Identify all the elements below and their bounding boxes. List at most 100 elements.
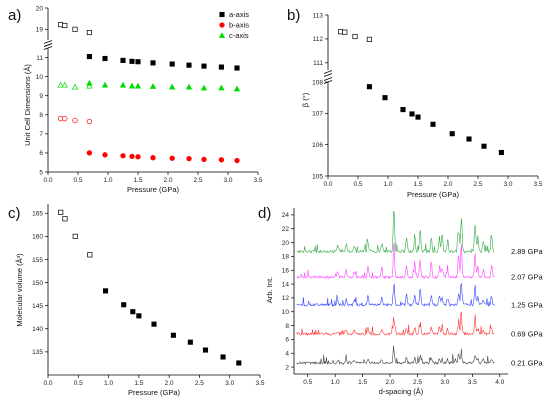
x-tick-label: 2.5 xyxy=(193,177,202,184)
data-point xyxy=(187,339,193,345)
data-point xyxy=(449,131,455,137)
y-axis-label: Molecular volume (Å³) xyxy=(15,253,24,327)
panel-label: a) xyxy=(8,7,21,24)
y-tick-label: 111 xyxy=(313,60,323,67)
x-tick-label: 2.0 xyxy=(165,380,174,387)
data-point xyxy=(128,82,136,89)
y-tick-label: 155 xyxy=(32,257,43,264)
data-point xyxy=(218,64,224,70)
y-tick-label: 18 xyxy=(282,254,290,261)
y-axis-label: Unit Cell Dimensions (Å) xyxy=(23,64,32,146)
y-tick-label: 145 xyxy=(32,303,43,310)
y-tick-label: 9 xyxy=(39,93,43,100)
data-point xyxy=(87,252,93,258)
trace-label: 2.89 GPa xyxy=(511,247,544,256)
data-point xyxy=(58,22,64,28)
legend-marker xyxy=(218,32,226,38)
y-tick-label: 14 xyxy=(282,281,290,288)
x-axis-label: Pressure (GPa) xyxy=(128,388,181,397)
data-point xyxy=(86,29,92,36)
data-point xyxy=(135,154,141,160)
x-tick-label: 3.0 xyxy=(503,181,512,188)
data-point xyxy=(101,81,109,88)
x-tick-label: 2.5 xyxy=(195,380,204,387)
x-tick-label: 1.0 xyxy=(104,380,113,387)
panel-c: c) 135 140 145 150 155 160 165 0.0 0.5 1.0 1.5 2.0 2.… xyxy=(8,204,265,397)
x-tick-label: 3.0 xyxy=(440,379,449,386)
x-tick-label: 0.0 xyxy=(43,380,52,387)
data-point xyxy=(102,55,108,62)
x-tick-label: 1.0 xyxy=(103,177,112,184)
data-point xyxy=(409,111,415,117)
data-point xyxy=(415,114,421,120)
data-point xyxy=(466,136,472,142)
pattern-trace xyxy=(296,311,495,337)
trace-label: 0.69 GPa xyxy=(511,329,544,338)
x-axis-label: d-spacing (Å) xyxy=(379,387,424,396)
y-tick-label: 113 xyxy=(313,12,324,19)
y-tick-label: 8 xyxy=(39,112,43,119)
y-tick-label: 24 xyxy=(282,212,290,219)
x-tick-label: 3.5 xyxy=(255,380,264,387)
axis-break xyxy=(43,43,53,50)
y-tick-label: 7 xyxy=(39,131,43,138)
y-tick-label: 5 xyxy=(39,169,43,176)
y-tick-label: 150 xyxy=(32,280,43,287)
panel-label: c) xyxy=(8,205,21,222)
x-tick-label: 1.0 xyxy=(331,379,340,386)
data-point xyxy=(134,82,142,89)
data-point xyxy=(170,332,176,338)
y-tick-label: 108 xyxy=(312,79,323,86)
data-point xyxy=(150,60,156,66)
series-volume xyxy=(58,209,242,366)
x-tick-label: 2.0 xyxy=(443,181,452,188)
trace-label: 1.25 GPa xyxy=(511,300,544,309)
pattern-trace xyxy=(296,242,495,280)
data-point xyxy=(400,107,406,113)
y-tick-label: 105 xyxy=(312,173,323,180)
data-point xyxy=(150,155,156,161)
series-a-axis xyxy=(58,22,240,71)
x-tick-label: 3.5 xyxy=(253,177,262,184)
data-point xyxy=(119,81,127,88)
data-point xyxy=(236,360,242,366)
data-point xyxy=(338,29,344,35)
data-point xyxy=(72,117,78,124)
y-tick-label: 165 xyxy=(32,211,43,218)
data-point xyxy=(186,62,192,68)
pattern-trace xyxy=(296,345,495,365)
data-point xyxy=(102,288,109,294)
data-point xyxy=(149,83,157,89)
data-point xyxy=(234,65,240,71)
x-tick-label: 0.5 xyxy=(73,177,82,184)
data-point xyxy=(201,156,207,163)
x-tick-label: 0.5 xyxy=(74,380,83,387)
data-point xyxy=(430,121,436,127)
data-point xyxy=(121,302,127,308)
panel-label: b) xyxy=(287,7,300,24)
data-point xyxy=(169,61,175,67)
y-tick-label: 107 xyxy=(312,111,323,118)
y-tick-label: 2 xyxy=(285,364,289,371)
data-point xyxy=(62,216,68,222)
x-tick-label: 0.5 xyxy=(353,181,362,188)
y-tick-label: 22 xyxy=(282,226,290,233)
x-tick-label: 1.5 xyxy=(413,181,422,188)
y-tick-label: 135 xyxy=(32,349,43,356)
data-point xyxy=(130,309,136,315)
data-point xyxy=(86,54,92,60)
data-point xyxy=(200,84,208,91)
y-tick-label: 8 xyxy=(285,323,289,330)
data-point xyxy=(169,155,175,161)
data-point xyxy=(186,155,192,162)
x-tick-label: 1.5 xyxy=(133,177,142,184)
data-point xyxy=(86,79,93,86)
y-tick-label: 11 xyxy=(36,55,43,62)
data-point xyxy=(201,63,207,69)
panel-a: a) 19 20 5 6 7 8 9 10 11 0.0 0.5 1.0 1.5 2.0 2.5 3.0 3.5 P… xyxy=(8,5,263,194)
legend-entry: b-axis xyxy=(229,21,249,30)
x-axis-label: Pressure (GPa) xyxy=(127,185,180,194)
data-point xyxy=(366,84,372,90)
